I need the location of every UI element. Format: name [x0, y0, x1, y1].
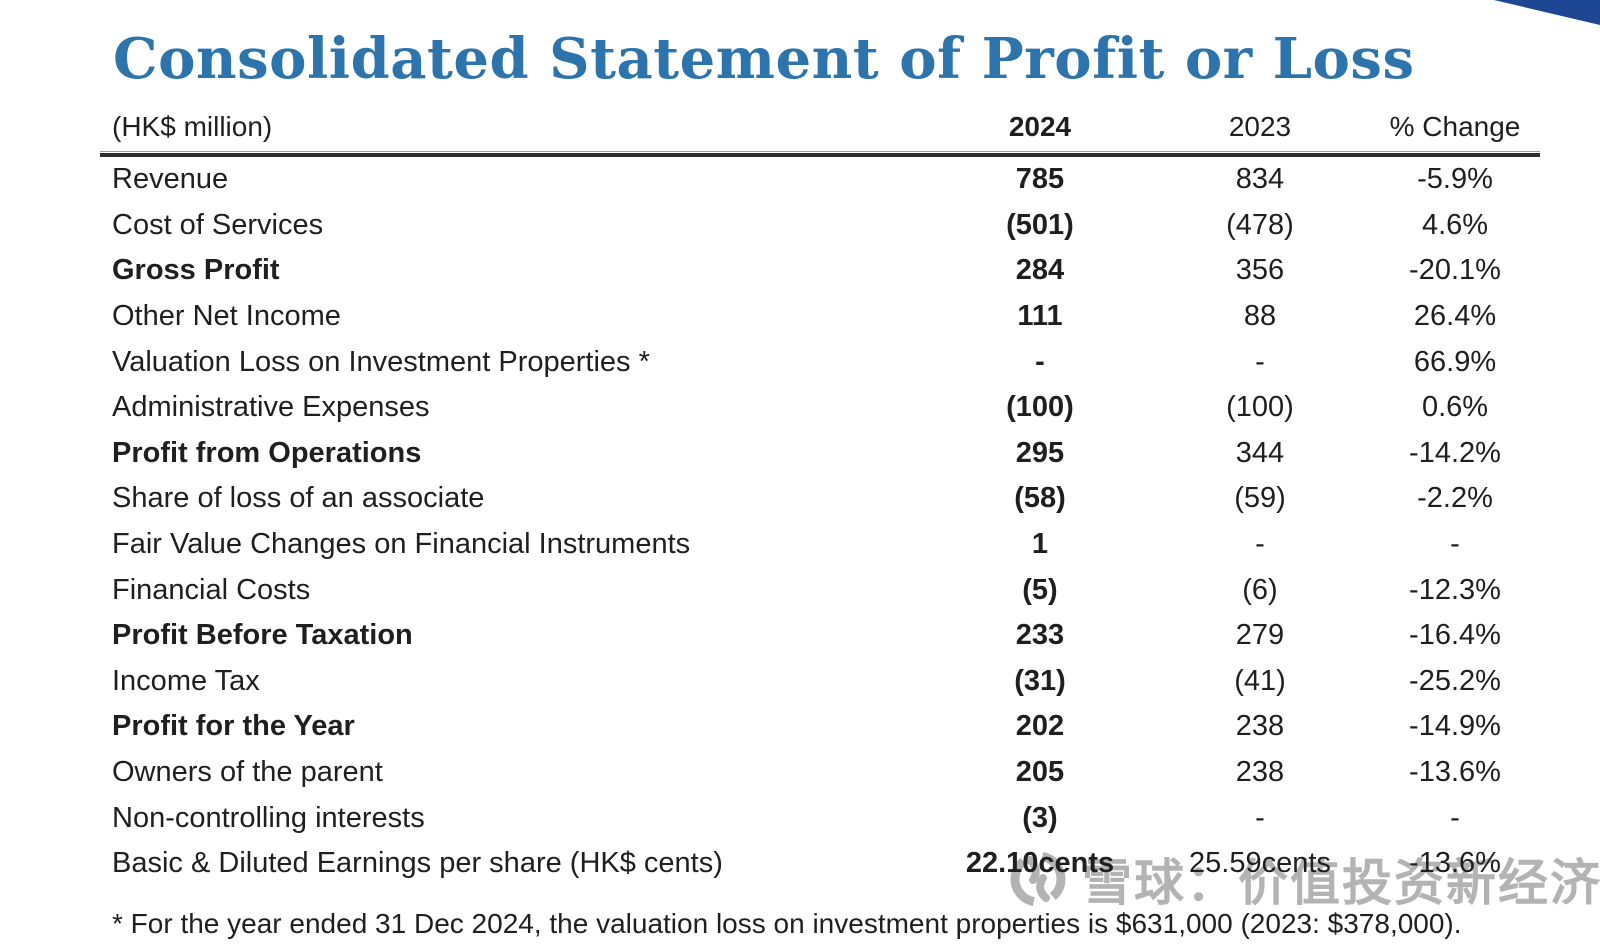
value-2024: 205: [1015, 756, 1065, 789]
row-label: Cost of Services: [112, 208, 324, 241]
table-row: Basic & Diluted Earnings per share (HK$ …: [100, 841, 1540, 887]
value-change: -20.1%: [1409, 254, 1501, 287]
watermark: 雪球：价值投资新经济: [1006, 843, 1600, 915]
value-2023: 238: [1235, 710, 1285, 743]
value-2023: (100): [1226, 391, 1294, 424]
value-2023: 834: [1235, 163, 1285, 196]
profit-loss-table: (HK$ million) 2024 2023 % Change Revenue…: [100, 106, 1540, 887]
row-label: Other Net Income: [112, 300, 341, 333]
value-2024: (31): [1014, 664, 1066, 697]
value-change: -12.3%: [1409, 573, 1501, 606]
table-row: Profit Before Taxation 233 279 -16.4%: [100, 613, 1540, 659]
table-row: Fair Value Changes on Financial Instrume…: [100, 522, 1540, 568]
value-2023: (478): [1226, 208, 1294, 241]
value-2024: 295: [1015, 436, 1065, 469]
table-row: Revenue 785 834 -5.9%: [100, 157, 1540, 203]
value-2023: (6): [1242, 573, 1278, 606]
value-change: -5.9%: [1417, 163, 1493, 196]
table-body: Revenue 785 834 -5.9% Cost of Services (501) (…: [100, 157, 1540, 887]
value-2023: -: [1255, 345, 1265, 378]
row-label: Profit Before Taxation: [112, 619, 413, 652]
value-2024: -: [1035, 345, 1045, 378]
value-change: -14.9%: [1409, 710, 1501, 743]
value-2024: (5): [1022, 573, 1058, 606]
value-change: -25.2%: [1409, 664, 1501, 697]
row-label: Gross Profit: [112, 254, 280, 287]
row-label: Income Tax: [112, 664, 260, 697]
corner-accent-shape: [1494, 0, 1600, 25]
value-2024: 22.10cents: [965, 847, 1115, 880]
row-label: Administrative Expenses: [112, 391, 430, 424]
value-2024: 233: [1015, 619, 1065, 652]
page-title: Consolidated Statement of Profit or Loss: [113, 26, 1415, 92]
row-label: Basic & Diluted Earnings per share (HK$ …: [112, 847, 723, 880]
table-row: Owners of the parent 205 238 -13.6%: [100, 750, 1540, 796]
value-change: 66.9%: [1413, 345, 1497, 378]
value-2023: 88: [1243, 300, 1277, 333]
value-change: 4.6%: [1421, 208, 1489, 241]
watermark-text: 雪球：价值投资新经济: [1082, 855, 1600, 911]
value-2023: 356: [1235, 254, 1285, 287]
table-row: Profit from Operations 295 344 -14.2%: [100, 431, 1540, 477]
table-row: Other Net Income 111 88 26.4%: [100, 294, 1540, 340]
value-change: -: [1450, 528, 1460, 561]
value-change: -2.2%: [1417, 482, 1493, 515]
row-label: Share of loss of an associate: [112, 482, 485, 515]
value-2023: 238: [1235, 756, 1285, 789]
table-row: Income Tax (31) (41) -25.2%: [100, 659, 1540, 705]
value-2023: 344: [1235, 436, 1285, 469]
value-change: -13.6%: [1409, 756, 1501, 789]
value-2023: -: [1255, 528, 1265, 561]
row-label: Revenue: [112, 163, 229, 196]
row-label: Financial Costs: [112, 573, 311, 606]
xueqiu-snowball-logo-icon: [1006, 847, 1070, 911]
table-row: Share of loss of an associate (58) (59) -2.…: [100, 476, 1540, 522]
table-header-row: (HK$ million) 2024 2023 % Change: [100, 106, 1540, 148]
value-2023: (41): [1234, 664, 1286, 697]
footnote: * For the year ended 31 Dec 2024, the va…: [112, 908, 1462, 939]
value-2024: (58): [1014, 482, 1066, 515]
value-change: 0.6%: [1421, 391, 1489, 424]
value-2023: -: [1255, 801, 1265, 834]
value-change: -14.2%: [1409, 436, 1501, 469]
table-row: Valuation Loss on Investment Properties …: [100, 339, 1540, 385]
value-2024: (3): [1022, 801, 1058, 834]
table-row: Profit for the Year 202 238 -14.9%: [100, 704, 1540, 750]
value-2024: 1: [1031, 528, 1049, 561]
row-label: Non-controlling interests: [112, 801, 425, 834]
table-row: Cost of Services (501) (478) 4.6%: [100, 203, 1540, 249]
table-row: Financial Costs (5) (6) -12.3%: [100, 567, 1540, 613]
table-row: Gross Profit 284 356 -20.1%: [100, 248, 1540, 294]
value-change: -: [1450, 801, 1460, 834]
value-2024: 284: [1015, 254, 1065, 287]
row-label: Owners of the parent: [112, 756, 383, 789]
table-row: Non-controlling interests (3) - -: [100, 795, 1540, 841]
unit-label: (HK$ million): [112, 111, 273, 142]
value-2024: (501): [1006, 208, 1074, 241]
value-2024: 202: [1015, 710, 1065, 743]
table-row: Administrative Expenses (100) (100) 0.6%: [100, 385, 1540, 431]
row-label: Valuation Loss on Investment Properties …: [112, 345, 650, 378]
header-rule: [100, 151, 1540, 157]
column-header-change: % Change: [1389, 111, 1521, 142]
row-label: Fair Value Changes on Financial Instrume…: [112, 528, 691, 561]
row-label: Profit for the Year: [112, 710, 355, 743]
value-2024: (100): [1006, 391, 1074, 424]
value-2023: 25.59cents: [1189, 847, 1331, 880]
column-header-2023: 2023: [1228, 111, 1292, 142]
value-2024: 111: [1017, 300, 1063, 333]
value-2023: 279: [1235, 619, 1285, 652]
value-2023: (59): [1234, 482, 1286, 515]
row-label: Profit from Operations: [112, 436, 422, 469]
value-change: -16.4%: [1409, 619, 1501, 652]
value-change: -13.6%: [1409, 847, 1501, 880]
value-2024: 785: [1015, 163, 1065, 196]
value-change: 26.4%: [1413, 300, 1497, 333]
column-header-2024: 2024: [1008, 111, 1072, 142]
